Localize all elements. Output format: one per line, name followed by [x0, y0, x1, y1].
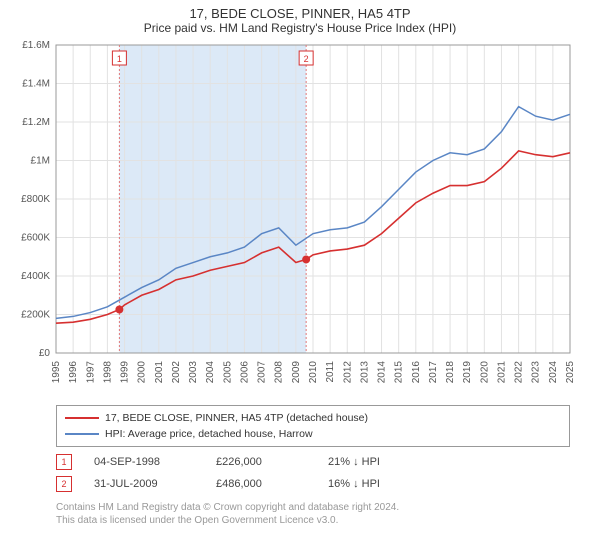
svg-text:2009: 2009 — [291, 361, 302, 384]
svg-text:2014: 2014 — [377, 361, 388, 384]
event-row: 2 31-JUL-2009 £486,000 16% ↓ HPI — [56, 473, 570, 495]
svg-text:1996: 1996 — [68, 361, 79, 384]
chart-title: 17, BEDE CLOSE, PINNER, HA5 4TP — [0, 0, 600, 21]
svg-text:2023: 2023 — [531, 361, 542, 384]
legend: 17, BEDE CLOSE, PINNER, HA5 4TP (detache… — [56, 405, 570, 447]
event-date: 04-SEP-1998 — [94, 456, 194, 468]
svg-text:£1M: £1M — [31, 156, 50, 167]
svg-text:2024: 2024 — [548, 361, 559, 384]
legend-item-series1: 17, BEDE CLOSE, PINNER, HA5 4TP (detache… — [65, 410, 561, 426]
event-date: 31-JUL-2009 — [94, 478, 194, 490]
svg-text:2007: 2007 — [257, 361, 268, 384]
svg-text:2000: 2000 — [137, 361, 148, 384]
svg-text:2025: 2025 — [565, 361, 576, 384]
svg-text:2021: 2021 — [496, 361, 507, 384]
svg-text:£1.2M: £1.2M — [22, 117, 50, 128]
svg-text:2020: 2020 — [479, 361, 490, 384]
svg-text:2012: 2012 — [342, 361, 353, 384]
event-marker: 2 — [56, 476, 72, 492]
svg-text:1998: 1998 — [102, 361, 113, 384]
svg-text:2002: 2002 — [171, 361, 182, 384]
svg-text:£800K: £800K — [21, 194, 50, 205]
svg-text:2008: 2008 — [274, 361, 285, 384]
svg-text:£200K: £200K — [21, 310, 50, 321]
event-price: £486,000 — [216, 478, 306, 490]
legend-item-series2: HPI: Average price, detached house, Harr… — [65, 426, 561, 442]
svg-text:£1.6M: £1.6M — [22, 40, 50, 51]
svg-text:1: 1 — [117, 54, 122, 64]
legend-label: HPI: Average price, detached house, Harr… — [105, 426, 313, 442]
event-marker: 1 — [56, 454, 72, 470]
svg-text:2013: 2013 — [359, 361, 370, 384]
event-row: 1 04-SEP-1998 £226,000 21% ↓ HPI — [56, 451, 570, 473]
legend-label: 17, BEDE CLOSE, PINNER, HA5 4TP (detache… — [105, 410, 368, 426]
svg-text:£1.4M: £1.4M — [22, 79, 50, 90]
event-price: £226,000 — [216, 456, 306, 468]
svg-text:2015: 2015 — [394, 361, 405, 384]
event-delta: 16% ↓ HPI — [328, 478, 380, 490]
svg-text:2016: 2016 — [411, 361, 422, 384]
svg-text:2010: 2010 — [308, 361, 319, 384]
svg-text:2: 2 — [304, 54, 309, 64]
svg-text:2022: 2022 — [514, 361, 525, 384]
event-delta: 21% ↓ HPI — [328, 456, 380, 468]
svg-text:£400K: £400K — [21, 271, 50, 282]
svg-text:2005: 2005 — [222, 361, 233, 384]
event-table: 1 04-SEP-1998 £226,000 21% ↓ HPI 2 31-JUL-200… — [56, 451, 570, 495]
footer-text: Contains HM Land Registry data © Crown c… — [56, 501, 570, 527]
svg-text:£600K: £600K — [21, 233, 50, 244]
svg-text:2019: 2019 — [462, 361, 473, 384]
svg-text:2017: 2017 — [428, 361, 439, 384]
chart-subtitle: Price paid vs. HM Land Registry's House … — [0, 21, 600, 39]
svg-text:1997: 1997 — [85, 361, 96, 384]
svg-text:2011: 2011 — [325, 361, 336, 383]
price-chart: £0 £200K £400K £600K £800K £1M £1.2M £1.4M £1.6M… — [0, 39, 600, 399]
svg-text:1999: 1999 — [120, 361, 131, 384]
svg-text:2006: 2006 — [239, 361, 250, 384]
svg-text:2001: 2001 — [154, 361, 165, 384]
svg-text:2004: 2004 — [205, 361, 216, 384]
svg-text:2003: 2003 — [188, 361, 199, 384]
svg-text:2018: 2018 — [445, 361, 456, 384]
svg-text:1995: 1995 — [51, 361, 62, 384]
svg-text:£0: £0 — [39, 348, 51, 359]
